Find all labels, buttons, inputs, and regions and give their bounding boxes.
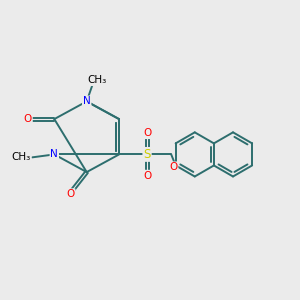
Text: N: N <box>83 96 91 106</box>
Text: N: N <box>50 149 58 159</box>
Text: O: O <box>169 162 178 172</box>
Text: CH₃: CH₃ <box>11 152 31 162</box>
Text: O: O <box>66 189 75 199</box>
Text: O: O <box>143 171 151 181</box>
Text: CH₃: CH₃ <box>87 75 106 85</box>
Text: O: O <box>24 114 32 124</box>
Text: O: O <box>143 128 151 138</box>
Text: S: S <box>143 148 151 161</box>
